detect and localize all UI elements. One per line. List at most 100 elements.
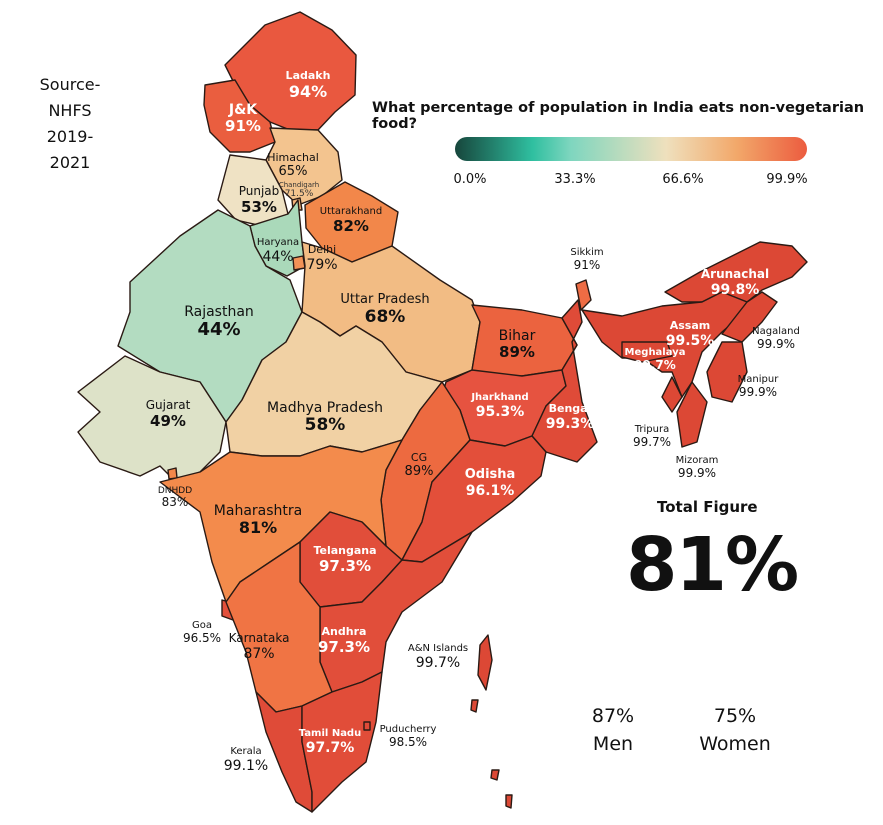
state-label-aandn-islands: A&N Islands 99.7% [408,643,468,671]
state-region-nagaland [721,291,778,343]
state-label-uttarakhand: Uttarakhand 82% [320,206,382,235]
state-name: DNHDD [157,486,193,496]
state-region-aandn-islands [490,769,500,781]
state-name: Haryana [256,237,300,248]
state-name: Kerala [230,746,262,757]
state-label-cg: CG 89% [404,451,434,480]
state-name: Sikkim [570,247,604,258]
state-value: 49% [150,411,186,430]
state-label-mizoram: Mizoram 99.9% [676,455,719,480]
state-value: 99.7% [632,434,672,449]
state-region-meghalaya [621,341,673,363]
state-name: Manipur [737,374,779,385]
state-name: Bihar [498,328,536,344]
state-value: 97.3% [318,556,372,575]
men-stat: 87% Men [592,702,634,758]
state-value: 99.1% [223,757,269,774]
legend-tick: 0.0% [453,172,487,187]
legend-tick: 66.6% [662,172,704,187]
state-value: 58% [304,415,346,436]
state-label-assam: Assam 99.5% [666,319,715,349]
state-name: J&K [228,102,258,118]
state-label-uttar-pradesh: Uttar Pradesh 68% [340,292,429,327]
state-name: Bengal [548,402,592,415]
state-region-mizoram [676,381,708,448]
state-value: 83% [161,495,189,510]
state-label-dnhdd: DNHDD 83% [158,486,192,510]
state-value: 99.9% [677,465,717,480]
source-label: Source- [39,75,101,94]
state-label-bihar: Bihar 89% [499,328,536,361]
state-value: 44% [262,248,294,265]
state-label-tripura: Tripura 99.7% [633,424,671,449]
state-value: 97.3% [317,637,371,656]
total-figure-label: Total Figure [657,498,758,516]
state-name: Himachal [267,151,319,164]
state-name: Tamil Nadu [298,728,362,739]
state-value: 89% [404,463,434,479]
state-label-tamil-nadu: Tamil Nadu 97.7% [299,728,361,756]
state-value: 81% [238,518,278,538]
state-name: Meghalaya [624,347,686,358]
state-label-gujarat: Gujarat 49% [146,398,191,430]
state-label-chandigarh: Chandigarh 71.5% [279,181,319,199]
state-name: Madhya Pradesh [267,400,383,416]
state-value: 99.9% [738,384,778,399]
state-region-himachal [265,127,343,206]
state-value: 44% [197,319,241,341]
state-value: 99.7% [415,654,461,671]
state-label-nagaland: Nagaland 99.9% [752,326,800,351]
legend-tick: 99.9% [766,172,808,187]
state-name: Andhra [321,625,367,638]
state-value: 99.7% [634,357,676,372]
state-label-bengal: Bengal 99.3% [546,402,595,432]
state-name: Delhi [307,243,337,256]
state-label-madhya-pradesh: Madhya Pradesh 58% [267,400,383,436]
state-region-jandk [203,79,276,153]
state-value: 53% [241,197,277,216]
men-label: Men [592,733,634,755]
state-name: Arunachal [700,267,770,281]
state-value: 87% [243,645,275,662]
state-label-goa: Goa 96.5% [183,620,221,645]
legend-tick: 33.3% [554,172,596,187]
state-name: Nagaland [752,326,800,337]
state-region-aandn-islands [477,634,493,691]
state-label-himachal: Himachal 65% [267,151,319,180]
state-label-karnataka: Karnataka 87% [228,631,290,662]
state-name: Telangana [313,544,377,557]
state-value: 95.3% [475,403,525,420]
women-value: 75% [713,705,757,727]
state-label-meghalaya: Meghalaya 99.7% [625,347,686,372]
source-name: NHFS [48,101,92,120]
state-label-puducherry: Puducherry 98.5% [380,724,437,749]
state-label-rajasthan: Rajasthan 44% [184,304,254,341]
state-name: Chandigarh [278,181,320,189]
state-value: 99.8% [710,281,760,298]
state-region-bengal [531,299,598,463]
state-region-puducherry [363,721,371,731]
state-name: Goa [192,620,212,631]
state-value: 91% [573,257,601,272]
state-label-sikkim: Sikkim 91% [570,247,603,272]
source-years: 2019-2021 [46,127,94,172]
state-name: Rajasthan [184,304,254,320]
state-name: Odisha [464,467,516,482]
state-region-dnhdd [167,467,178,480]
state-value: 98.5% [388,734,428,749]
state-name: Karnataka [228,631,290,645]
state-region-manipur [706,341,748,403]
state-name: Punjab [238,184,280,198]
state-value: 89% [499,343,535,362]
state-value: 91% [225,117,261,136]
state-label-ladakh: Ladakh 94% [286,69,331,101]
state-name: A&N Islands [407,643,469,654]
state-value: 96.5% [182,630,222,645]
state-label-maharashtra: Maharashtra 81% [214,503,302,537]
state-region-sikkim [575,279,592,311]
state-label-arunachal: Arunachal 99.8% [700,267,770,298]
state-region-odisha [401,435,547,563]
state-name: Assam [669,319,711,332]
legend-color-bar [455,137,807,161]
